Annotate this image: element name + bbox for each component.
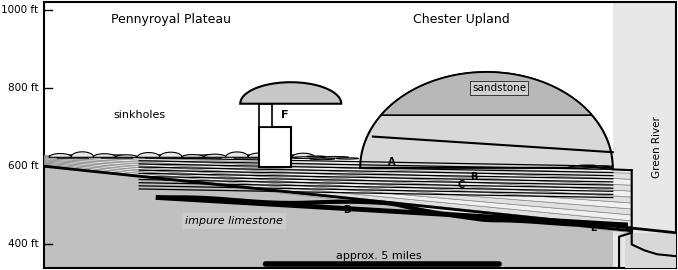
Polygon shape: [294, 157, 325, 159]
Text: C: C: [458, 180, 465, 190]
Polygon shape: [45, 157, 632, 191]
Polygon shape: [582, 167, 605, 169]
Polygon shape: [57, 155, 89, 158]
Polygon shape: [101, 155, 133, 158]
Text: 800 ft: 800 ft: [7, 83, 38, 93]
Text: F: F: [281, 110, 288, 120]
Text: Green River: Green River: [652, 116, 662, 178]
Polygon shape: [591, 166, 610, 167]
Polygon shape: [45, 166, 676, 268]
Polygon shape: [240, 82, 341, 104]
Polygon shape: [45, 164, 632, 227]
Polygon shape: [182, 154, 204, 157]
Text: B: B: [470, 172, 477, 182]
Polygon shape: [49, 154, 72, 157]
Polygon shape: [278, 155, 310, 158]
Text: 400 ft: 400 ft: [7, 239, 38, 249]
Text: E: E: [591, 223, 597, 233]
Polygon shape: [45, 163, 632, 221]
Polygon shape: [45, 155, 632, 229]
Polygon shape: [613, 233, 676, 268]
Polygon shape: [310, 158, 335, 160]
Polygon shape: [580, 165, 596, 166]
Polygon shape: [270, 155, 293, 157]
Text: Pennyroyal Plateau: Pennyroyal Plateau: [111, 13, 231, 26]
Polygon shape: [146, 155, 177, 158]
Text: 1000 ft: 1000 ft: [1, 5, 38, 15]
Polygon shape: [45, 161, 632, 209]
Polygon shape: [234, 155, 266, 158]
Polygon shape: [360, 72, 613, 168]
Polygon shape: [137, 153, 160, 157]
Polygon shape: [306, 156, 325, 157]
Polygon shape: [71, 152, 94, 157]
Polygon shape: [45, 165, 632, 233]
Polygon shape: [226, 152, 248, 157]
Polygon shape: [613, 2, 676, 268]
Text: approx. 5 miles: approx. 5 miles: [336, 251, 422, 261]
Polygon shape: [259, 127, 291, 167]
Text: impure limestone: impure limestone: [185, 216, 283, 226]
Polygon shape: [203, 154, 226, 157]
Polygon shape: [45, 160, 632, 203]
Polygon shape: [45, 155, 632, 179]
Polygon shape: [45, 158, 632, 197]
Polygon shape: [45, 162, 632, 215]
Polygon shape: [45, 2, 676, 268]
Polygon shape: [45, 156, 632, 185]
Polygon shape: [336, 158, 359, 159]
Polygon shape: [569, 166, 594, 168]
Polygon shape: [292, 153, 315, 157]
Text: 600 ft: 600 ft: [7, 161, 38, 171]
Text: sinkholes: sinkholes: [113, 110, 165, 120]
Text: D: D: [344, 205, 352, 215]
Polygon shape: [190, 155, 221, 158]
Text: sandstone: sandstone: [472, 83, 526, 93]
Polygon shape: [247, 153, 271, 157]
Polygon shape: [382, 72, 591, 115]
Polygon shape: [93, 154, 116, 157]
Polygon shape: [321, 156, 348, 158]
Text: Chester Upland: Chester Upland: [413, 13, 510, 26]
Polygon shape: [259, 104, 272, 127]
Polygon shape: [115, 155, 138, 157]
Text: A: A: [388, 157, 395, 167]
Polygon shape: [159, 152, 182, 157]
